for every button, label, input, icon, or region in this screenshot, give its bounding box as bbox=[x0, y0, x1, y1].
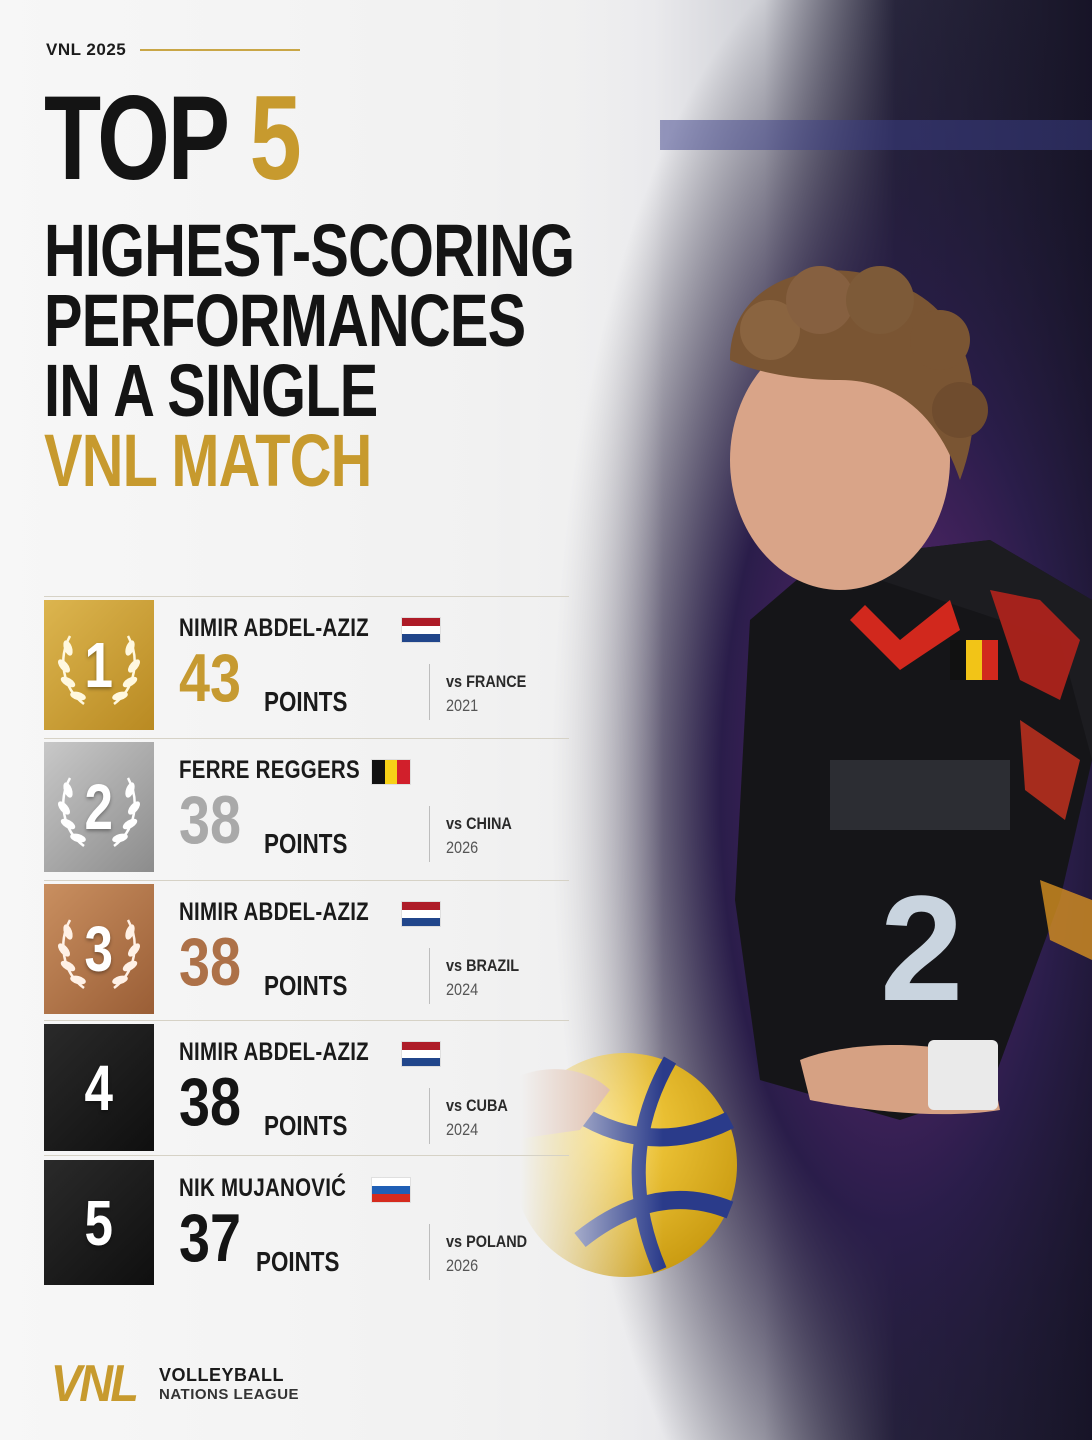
leaderboard-row-5: 5 NIK MUJANOVIĆ 37 POINTS vs POLAND 2026 bbox=[44, 1160, 564, 1290]
separator bbox=[429, 1088, 430, 1144]
rank-badge: 4 bbox=[44, 1024, 154, 1151]
points-value: 38 bbox=[179, 924, 242, 1000]
match-year: 2021 bbox=[446, 696, 479, 715]
points-value: 38 bbox=[179, 1064, 242, 1140]
vnl-logo-mark: VNL bbox=[50, 1355, 139, 1413]
separator bbox=[429, 948, 430, 1004]
headline-top: TOP 5 bbox=[44, 78, 465, 198]
netherlands-flag-icon bbox=[402, 618, 440, 642]
headline-highlight: VNL MATCH bbox=[44, 419, 372, 502]
leaderboard-row-4: 4 NIMIR ABDEL-AZIZ 38 POINTS vs CUBA 202… bbox=[44, 1024, 564, 1154]
netherlands-flag-icon bbox=[402, 902, 440, 926]
opponent: vs FRANCE bbox=[446, 672, 527, 691]
leaderboard-row-2: 2 FERRE REGGERS 38 POINTS vs CHINA 2026 bbox=[44, 742, 564, 872]
divider bbox=[44, 1155, 569, 1156]
points-value: 37 bbox=[179, 1200, 242, 1276]
match-year: 2024 bbox=[446, 1120, 479, 1139]
player-name: NIMIR ABDEL-AZIZ bbox=[179, 614, 369, 642]
rank-number: 4 bbox=[84, 1051, 114, 1124]
rank-badge-bronze: 3 bbox=[44, 884, 154, 1014]
logo-line-2: NATIONS LEAGUE bbox=[159, 1385, 300, 1403]
rank-badge-silver: 2 bbox=[44, 742, 154, 872]
divider bbox=[44, 738, 569, 739]
rank-number: 5 bbox=[84, 1186, 114, 1259]
leaderboard-row-3: 3 NIMIR ABDEL-AZIZ 38 POINTS vs BRAZIL 2… bbox=[44, 884, 564, 1014]
headline-line-1: HIGHEST-SCORING bbox=[44, 209, 575, 292]
laurel-wreath-icon bbox=[58, 635, 140, 706]
divider bbox=[44, 1020, 569, 1021]
player-photo: 2 bbox=[520, 0, 1092, 1440]
eyebrow-rule bbox=[140, 49, 301, 51]
player-name: FERRE REGGERS bbox=[179, 756, 360, 784]
rank-badge-gold: 1 bbox=[44, 600, 154, 730]
player-name: NIK MUJANOVIĆ bbox=[179, 1174, 347, 1202]
opponent: vs BRAZIL bbox=[446, 956, 520, 975]
netherlands-flag-icon bbox=[402, 1042, 440, 1066]
headline: TOP 5 HIGHEST-SCORING PERFORMANCES IN A … bbox=[44, 78, 584, 502]
leaderboard-row-1: 1 NIMIR ABDEL-AZIZ 43 POINTS vs FRANCE 2… bbox=[44, 600, 564, 730]
divider bbox=[44, 880, 569, 881]
rank-number: 2 bbox=[84, 771, 114, 843]
separator bbox=[429, 664, 430, 720]
logo-line-1: VOLLEYBALL bbox=[159, 1365, 284, 1386]
points-label: POINTS bbox=[264, 828, 348, 859]
opponent: vs POLAND bbox=[446, 1232, 528, 1251]
points-value: 43 bbox=[179, 640, 242, 716]
headline-top-word: TOP bbox=[44, 71, 228, 205]
laurel-wreath-icon bbox=[58, 919, 140, 990]
match-year: 2026 bbox=[446, 838, 479, 857]
headline-top-number: 5 bbox=[249, 71, 302, 205]
eyebrow: VNL 2025 bbox=[46, 40, 301, 60]
rank-number: 3 bbox=[84, 913, 114, 985]
opponent: vs CHINA bbox=[446, 814, 512, 833]
player-name: NIMIR ABDEL-AZIZ bbox=[179, 898, 369, 926]
divider bbox=[44, 596, 569, 597]
belgium-flag-icon bbox=[372, 760, 410, 784]
match-year: 2024 bbox=[446, 980, 479, 999]
slovenia-flag-icon bbox=[372, 1178, 410, 1202]
opponent: vs CUBA bbox=[446, 1096, 508, 1115]
vnl-logo: VNL VOLLEYBALL NATIONS LEAGUE bbox=[46, 1354, 299, 1414]
headline-line-3: IN A SINGLE bbox=[44, 349, 378, 432]
eyebrow-label: VNL 2025 bbox=[46, 40, 127, 59]
laurel-wreath-icon bbox=[58, 777, 140, 848]
points-value: 38 bbox=[179, 782, 242, 858]
points-label: POINTS bbox=[256, 1246, 340, 1277]
points-label: POINTS bbox=[264, 970, 348, 1001]
match-year: 2026 bbox=[446, 1256, 479, 1275]
separator bbox=[429, 1224, 430, 1280]
player-name: NIMIR ABDEL-AZIZ bbox=[179, 1038, 369, 1066]
vnl-logo-text: VOLLEYBALL NATIONS LEAGUE bbox=[159, 1365, 299, 1403]
headline-line-2: PERFORMANCES bbox=[44, 279, 526, 362]
separator bbox=[429, 806, 430, 862]
points-label: POINTS bbox=[264, 1110, 348, 1141]
rank-number: 1 bbox=[84, 629, 114, 701]
points-label: POINTS bbox=[264, 686, 348, 717]
rank-badge: 5 bbox=[44, 1160, 154, 1285]
